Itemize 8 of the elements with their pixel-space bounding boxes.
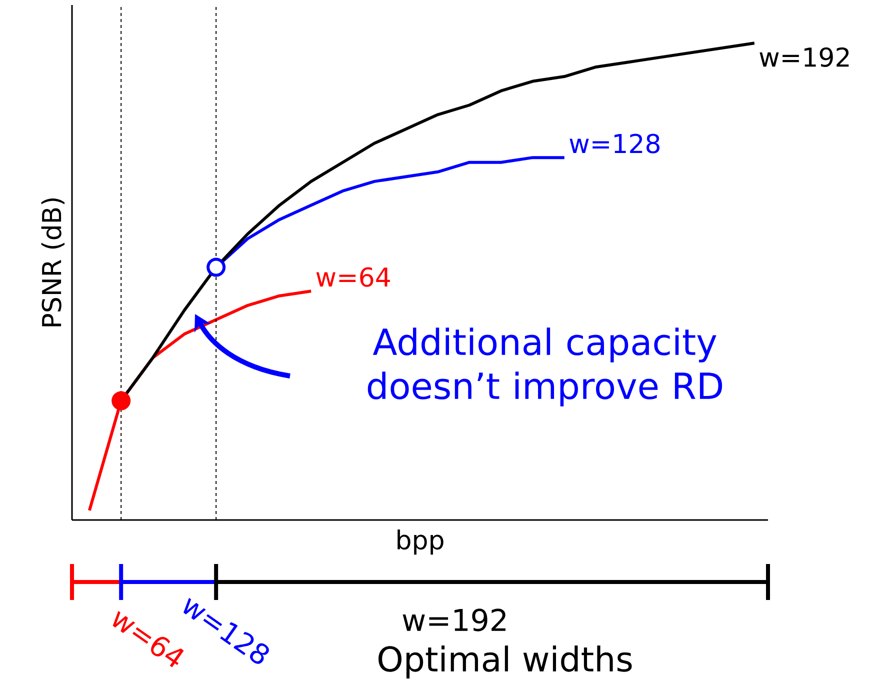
annotation: Additional capacity doesn’t improve RD — [368, 328, 722, 406]
series-label: w=128 — [570, 134, 660, 154]
y-axis-title: PSNR (dB) — [41, 198, 64, 326]
text: Optimal widths — [378, 646, 632, 678]
series-label: w=192 — [760, 47, 849, 67]
text: w=192 — [402, 608, 506, 632]
x-axis-title: bpp — [398, 530, 444, 555]
series-label: w=64 — [316, 267, 390, 287]
